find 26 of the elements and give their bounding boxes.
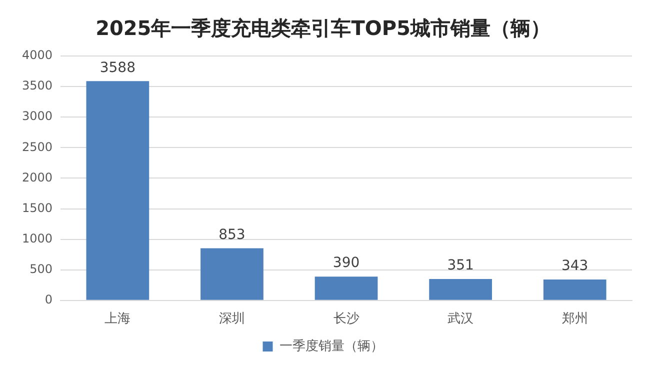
bar	[543, 279, 606, 300]
x-tick-label: 郑州	[562, 312, 588, 327]
x-tick-label: 深圳	[218, 312, 245, 327]
data-label: 853	[218, 226, 246, 243]
x-tick-label: 长沙	[333, 312, 360, 327]
data-label: 390	[332, 255, 360, 272]
legend-label: 一季度销量（辆）	[279, 338, 384, 354]
y-tick-label: 2500	[22, 140, 53, 154]
data-label: 343	[561, 258, 588, 274]
y-tick-label: 1500	[22, 200, 53, 215]
data-label: 3588	[100, 60, 136, 76]
y-tick-label: 3500	[22, 78, 53, 93]
chart-title: 2025年一季度充电类牵引车TOP5城市销量（辆）	[96, 16, 550, 40]
x-tick-label: 上海	[104, 312, 131, 327]
y-tick-label: 3000	[22, 109, 53, 124]
y-tick-label: 4000	[22, 48, 53, 62]
y-tick-label: 1000	[22, 231, 53, 246]
y-tick-label: 2000	[22, 170, 53, 184]
y-tick-label: 0	[44, 292, 53, 307]
data-label: 351	[447, 258, 474, 274]
y-tick-label: 500	[30, 262, 53, 276]
bar	[86, 81, 150, 300]
x-tick-label: 武汉	[448, 312, 474, 327]
bar	[314, 276, 378, 300]
bar	[200, 248, 264, 300]
bar	[429, 278, 492, 300]
